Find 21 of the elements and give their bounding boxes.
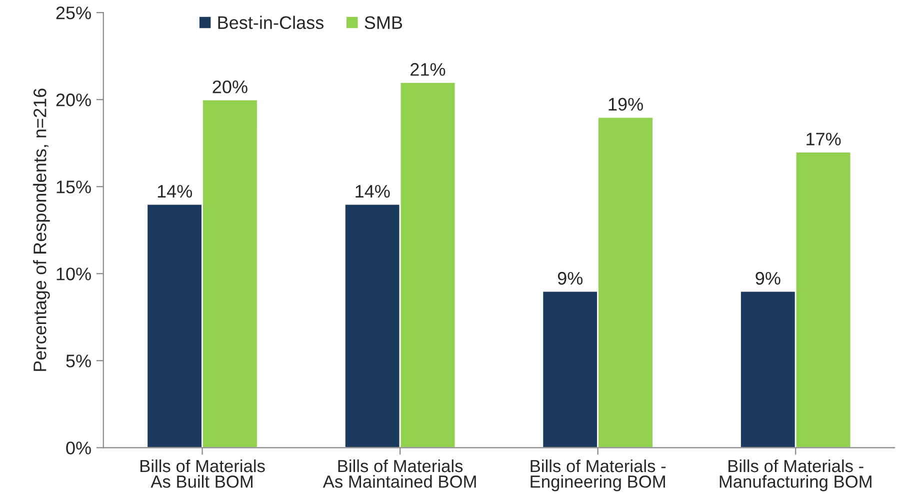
y-tick-label: 5% [66,354,91,368]
data-label: 17% [806,132,841,146]
legend-label: Best-in-Class [218,16,324,30]
data-label: 21% [410,63,446,76]
x-tick-label: Bills of Materials As Maintained BOM [322,459,476,488]
y-tick-label: 20% [56,94,91,106]
data-label: 14% [356,184,390,198]
y-tick-label: 0% [66,442,91,454]
data-label: 20% [212,80,248,94]
data-label: 19% [608,98,643,111]
x-tick-label: Bills of Materials - Engineering BOM [530,459,666,492]
y-tick-label: 10% [56,268,91,280]
y-axis-title: Percentage of Respondents, n=216 [33,88,50,371]
x-tick-label: Bills of Materials - Manufacturing BOM [720,459,872,492]
data-label: 14% [158,184,192,198]
x-tick-label: Bills of Materials As Built BOM [140,459,265,488]
legend-label: SMB [364,16,402,30]
data-label: 9% [558,272,583,285]
y-tick-label: 25% [56,6,91,20]
data-label: 9% [756,272,780,285]
y-tick-label: 15% [56,180,91,194]
